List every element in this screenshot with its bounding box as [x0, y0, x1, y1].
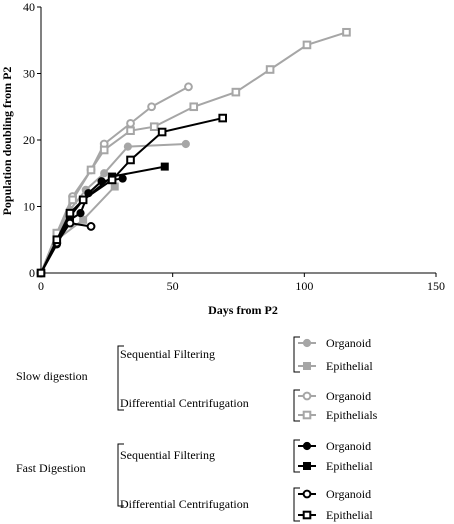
data-point — [231, 87, 241, 97]
series-line — [40, 117, 223, 274]
legend-swatch-marker — [302, 441, 312, 451]
legend-swatch-marker — [303, 462, 311, 470]
data-point — [86, 222, 96, 231]
series-line — [40, 31, 347, 274]
data-point — [65, 218, 75, 228]
legend-entry-bracket — [293, 439, 300, 473]
data-point — [107, 175, 117, 185]
legend-group: Fast Digestion Sequential Filtering Organo… — [16, 439, 373, 522]
data-point — [126, 118, 135, 128]
legend-entry-label: Epithelial — [326, 459, 373, 473]
legend-entry: Epithelials — [298, 408, 378, 422]
data-point — [100, 169, 109, 178]
data-point — [99, 145, 109, 155]
data-point — [149, 122, 159, 132]
data-point — [36, 268, 46, 278]
data-point — [79, 215, 88, 224]
legend-entry-label: Organoid — [326, 487, 371, 501]
series-6 — [36, 218, 96, 278]
legend-entry: Epithelial — [298, 508, 373, 522]
legend-swatch-marker — [302, 338, 312, 348]
y-tick-label: 10 — [23, 200, 35, 214]
legend-method-label: Sequential Filtering — [120, 347, 215, 361]
x-tick-label: 150 — [427, 279, 445, 293]
x-tick-label: 0 — [38, 279, 44, 293]
legend-method-label: Differential Centrifugation — [120, 396, 249, 410]
data-point — [147, 102, 157, 112]
axes: 0 10 20 30 40 0 50 100 150 — [23, 0, 445, 293]
data-point — [265, 65, 275, 74]
data-point — [68, 195, 77, 205]
legend-swatch-marker — [302, 391, 312, 401]
legend: Slow digestion Sequential Filtering Organo… — [16, 336, 378, 522]
data-point — [65, 208, 75, 218]
series-0 — [36, 139, 190, 278]
data-point — [189, 102, 199, 112]
legend-method-label: Differential Centrifugation — [120, 497, 249, 511]
legend-entry: Organoid — [298, 487, 371, 501]
legend-swatch-marker — [302, 510, 312, 520]
data-point — [126, 126, 135, 135]
x-axis-title: Days from P2 — [208, 303, 278, 317]
legend-group-label: Slow digestion — [16, 369, 88, 383]
legend-entry: Organoid — [298, 439, 371, 453]
legend-swatch-marker — [303, 362, 311, 370]
y-axis-title: Population doubling from P2 — [0, 67, 14, 216]
data-point — [160, 162, 169, 171]
legend-entry-label: Organoid — [326, 389, 371, 403]
y-tick-label: 20 — [23, 133, 35, 147]
data-point — [342, 27, 351, 37]
legend-swatch-marker — [302, 489, 312, 499]
legend-entry-bracket — [293, 389, 300, 422]
legend-entry-label: Epithelial — [326, 508, 373, 522]
series-7 — [36, 113, 227, 278]
legend-group-label: Fast Digestion — [16, 461, 86, 475]
legend-entry-label: Organoid — [326, 439, 371, 453]
x-tick-label: 100 — [295, 279, 313, 293]
data-point — [52, 235, 62, 245]
series-line — [40, 222, 92, 274]
series-3 — [36, 27, 351, 278]
data-point — [126, 155, 135, 165]
legend-entry: Organoid — [298, 336, 371, 350]
data-point — [184, 82, 193, 92]
y-tick-label: 0 — [29, 266, 35, 280]
legend-swatch-marker — [302, 410, 312, 420]
legend-entry-label: Organoid — [326, 336, 371, 350]
y-tick-label: 30 — [23, 67, 35, 81]
legend-group: Slow digestion Sequential Filtering Organo… — [16, 336, 378, 422]
legend-bracket — [117, 443, 124, 507]
legend-entry-label: Epithelial — [326, 359, 373, 373]
data-point — [218, 113, 227, 123]
y-tick-label: 40 — [23, 0, 35, 14]
legend-entry-bracket — [293, 487, 300, 522]
series-layer — [36, 27, 351, 278]
data-point — [76, 209, 85, 218]
data-point — [86, 165, 96, 175]
legend-entry: Epithelial — [298, 459, 373, 473]
data-point — [157, 127, 167, 137]
legend-entry: Epithelial — [298, 359, 373, 373]
legend-entry-bracket — [293, 336, 300, 373]
series-1 — [37, 182, 119, 277]
data-point — [181, 139, 190, 149]
legend-entry: Organoid — [298, 389, 371, 403]
data-point — [78, 195, 88, 205]
legend-entry-label: Epithelials — [326, 408, 378, 422]
x-tick-label: 50 — [167, 279, 179, 293]
data-point — [302, 40, 312, 50]
data-point — [123, 142, 133, 151]
legend-method-label: Sequential Filtering — [120, 448, 215, 462]
legend-bracket — [117, 345, 124, 411]
